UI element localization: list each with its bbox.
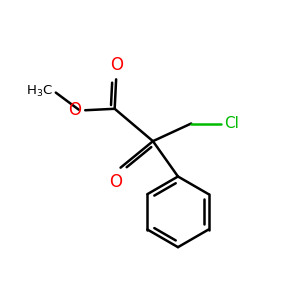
Text: Cl: Cl [224, 116, 239, 131]
Text: H$_3$C: H$_3$C [26, 84, 53, 99]
Text: O: O [109, 173, 122, 191]
Text: O: O [68, 101, 81, 119]
Text: O: O [110, 56, 123, 74]
